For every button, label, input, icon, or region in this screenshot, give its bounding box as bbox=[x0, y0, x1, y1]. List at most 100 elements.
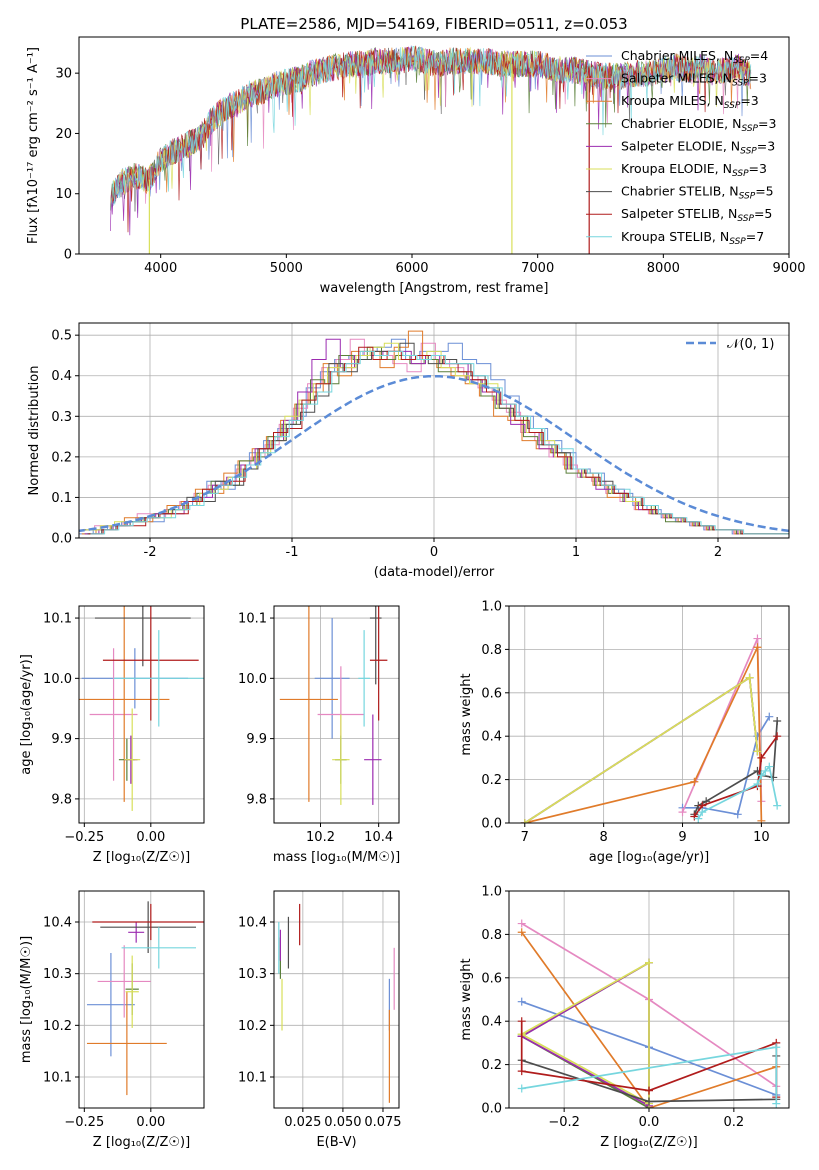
spectrum-panel: 4000 5000 6000 7000 8000 9000 0 10 20 30 wavelengt… bbox=[26, 36, 806, 296]
y-tick-label: 10.0 bbox=[238, 672, 267, 687]
legend-subscript: SSP bbox=[740, 146, 757, 156]
y-tick-label: 0.6 bbox=[481, 971, 502, 986]
legend-entry: Kroupa ELODIE, NSSP=3 bbox=[621, 161, 767, 179]
legend-entry: Chabrier STELIB, NSSP=5 bbox=[621, 184, 774, 202]
y-tick-label: 0.4 bbox=[51, 369, 72, 384]
y-tick-label: 10.4 bbox=[238, 916, 267, 931]
x-axis-label: age [log₁₀(age/yr)] bbox=[589, 850, 710, 865]
y-tick-label: 0.0 bbox=[481, 1102, 502, 1117]
plot-area bbox=[520, 634, 782, 823]
weight-marker bbox=[769, 773, 778, 782]
x-tick-label: 1 bbox=[572, 545, 580, 560]
y-tick-label: 1.0 bbox=[481, 885, 502, 900]
y-tick-label: 9.8 bbox=[246, 792, 267, 807]
weight-marker bbox=[765, 712, 774, 721]
weight-marker bbox=[757, 771, 766, 780]
weight-marker bbox=[753, 779, 762, 788]
weight-marker bbox=[698, 808, 707, 817]
legend-suffix: =5 bbox=[754, 206, 772, 221]
weight-marker bbox=[645, 1097, 653, 1106]
axes-frame bbox=[273, 605, 400, 824]
legend-suffix: =3 bbox=[757, 138, 775, 153]
legend-entry: 𝒩(0, 1) bbox=[727, 337, 774, 352]
y-axis-label: mass weight bbox=[459, 673, 474, 755]
weight-marker bbox=[645, 958, 653, 967]
x-tick-label: 0.0 bbox=[639, 1115, 660, 1130]
weight-vs-metallicity-panel: −0.2 0.0 0.2 0.0 0.2 0.4 0.6 0.8 1.0 Z [log₁₀(Z/Z… bbox=[459, 885, 790, 1150]
y-tick-label: 0.2 bbox=[481, 1058, 502, 1073]
legend-entry: Salpeter MILES, NSSP=3 bbox=[621, 71, 767, 89]
legend-text: Chabrier MILES, N bbox=[621, 48, 733, 63]
legend-suffix: =7 bbox=[746, 229, 764, 244]
legend-suffix: =4 bbox=[750, 48, 768, 63]
x-tick-label: 8 bbox=[600, 830, 608, 845]
x-tick-label: 6000 bbox=[395, 261, 428, 276]
weight-marker bbox=[757, 816, 766, 823]
y-tick-label: 0.3 bbox=[51, 410, 72, 425]
x-tick-label: -2 bbox=[144, 545, 157, 560]
weight-marker bbox=[772, 1043, 781, 1052]
x-tick-label: 10 bbox=[753, 830, 770, 845]
legend-subscript: SSP bbox=[739, 192, 756, 202]
y-tick-label: 10.0 bbox=[43, 672, 72, 687]
x-tick-label: −0.2 bbox=[548, 1115, 580, 1130]
weight-vs-age-panel: 7 8 9 10 0.0 0.2 0.4 0.6 0.8 1.0 age [log₁₀(age/yr… bbox=[459, 600, 790, 865]
weight-marker bbox=[517, 1084, 526, 1093]
legend-subscript: SSP bbox=[729, 237, 746, 247]
legend-subscript: SSP bbox=[732, 169, 749, 179]
legend-text: Salpeter MILES, N bbox=[621, 71, 732, 86]
plot-area bbox=[79, 330, 789, 535]
legend-text: Salpeter STELIB, N bbox=[621, 206, 737, 221]
y-tick-label: 9.9 bbox=[51, 732, 72, 747]
y-tick-label: 10.2 bbox=[238, 1019, 267, 1034]
x-tick-label: 7 bbox=[521, 830, 529, 845]
histogram-step bbox=[84, 338, 789, 535]
plot-area bbox=[517, 919, 781, 1108]
x-axis-label: Z [log₁₀(Z/Z☉)] bbox=[600, 1135, 697, 1150]
y-tick-label: 10.4 bbox=[43, 916, 72, 931]
axes-frame bbox=[273, 890, 400, 1109]
weight-marker bbox=[690, 777, 699, 786]
legend-subscript: SSP bbox=[737, 214, 754, 224]
legend-entry: Chabrier MILES, NSSP=4 bbox=[621, 48, 768, 66]
weight-line bbox=[521, 961, 650, 1108]
weight-marker bbox=[773, 717, 782, 726]
legend-subscript: SSP bbox=[741, 124, 758, 134]
weight-marker bbox=[645, 1086, 653, 1095]
histogram-step bbox=[87, 342, 789, 535]
weight-marker bbox=[517, 1067, 526, 1076]
axes-frame bbox=[78, 890, 205, 1109]
y-tick-label: 9.9 bbox=[246, 732, 267, 747]
y-tick-label: 0.8 bbox=[481, 643, 502, 658]
x-axis-label: Z [log₁₀(Z/Z☉)] bbox=[93, 850, 190, 865]
legend-entry: Salpeter ELODIE, NSSP=3 bbox=[621, 138, 775, 156]
x-tick-label: 0.00 bbox=[136, 830, 165, 845]
x-tick-label: −0.25 bbox=[64, 830, 104, 845]
weight-marker bbox=[678, 808, 687, 817]
y-tick-label: 30 bbox=[55, 67, 72, 82]
y-tick-label: 0.2 bbox=[481, 773, 502, 788]
y-tick-label: 10.3 bbox=[238, 967, 267, 982]
legend-text: Kroupa STELIB, N bbox=[621, 229, 729, 244]
weight-marker bbox=[520, 819, 529, 823]
y-tick-label: 0.0 bbox=[481, 817, 502, 832]
weight-marker bbox=[517, 997, 526, 1006]
x-axis-label: mass [log₁₀(M/M☉)] bbox=[273, 850, 400, 865]
normal-curve bbox=[79, 374, 789, 533]
plot-area bbox=[79, 606, 204, 811]
spectrum-line bbox=[110, 46, 752, 211]
legend-suffix: =3 bbox=[749, 71, 767, 86]
y-tick-label: 0.2 bbox=[51, 450, 72, 465]
axes-frame bbox=[78, 36, 790, 255]
x-tick-label: -1 bbox=[286, 545, 299, 560]
weight-marker bbox=[517, 919, 526, 928]
x-tick-label: 5000 bbox=[270, 261, 303, 276]
y-tick-label: 20 bbox=[55, 127, 72, 142]
y-tick-label: 0.1 bbox=[51, 491, 72, 506]
histogram-step bbox=[90, 350, 789, 535]
y-tick-label: 10.2 bbox=[43, 1019, 72, 1034]
y-axis-label: Flux [fλ10⁻¹⁷ erg cm⁻² s⁻¹ A⁻¹] bbox=[26, 47, 41, 244]
legend-suffix: =3 bbox=[749, 161, 767, 176]
weight-marker bbox=[694, 814, 703, 823]
